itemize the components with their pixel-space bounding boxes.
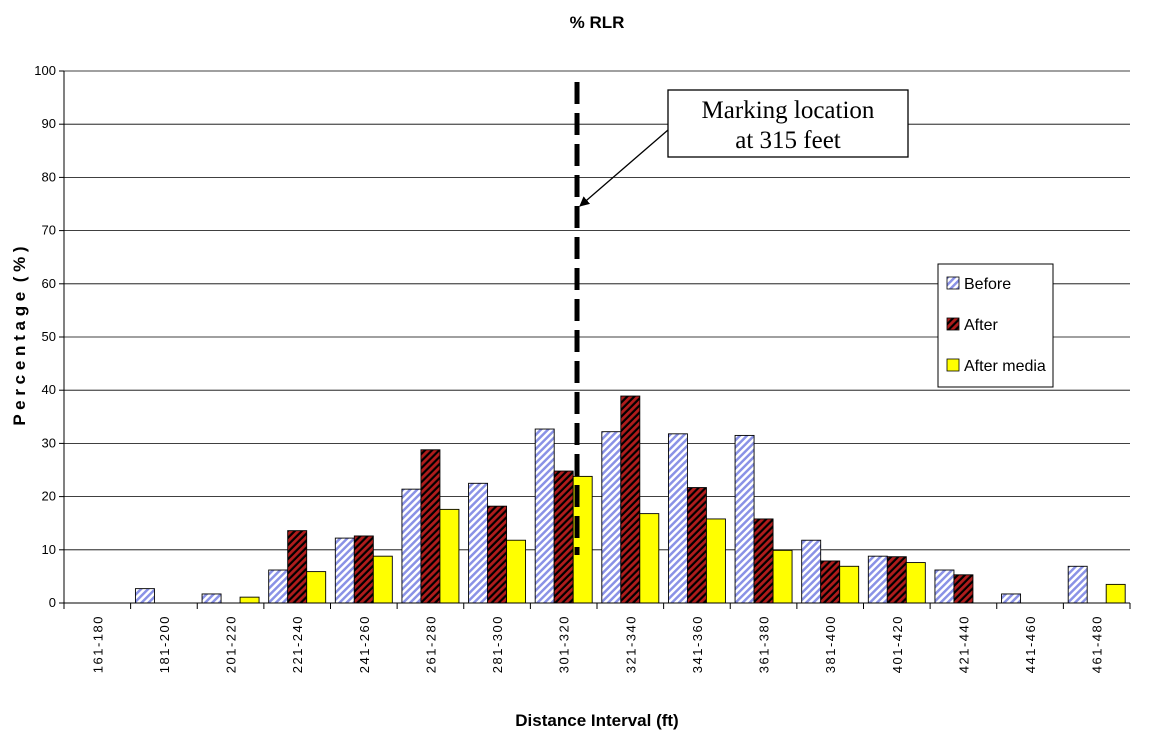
- bar-after-media: [239, 596, 260, 604]
- legend-label: After: [964, 317, 998, 334]
- bar-after-media: [772, 549, 793, 604]
- gridlines: [64, 70, 1130, 604]
- x-tick-label: 281-300: [490, 615, 505, 673]
- x-tick-label: 341-360: [690, 615, 705, 673]
- bar-after-media: [905, 562, 926, 604]
- y-tick-label: 80: [42, 169, 56, 184]
- annotation-arrow: [579, 129, 669, 207]
- y-tick-labels: 0 10 20 30 40 50 60 70 80 90 100: [34, 63, 56, 610]
- annotation-line-2: at 315 feet: [735, 127, 841, 154]
- bar-after: [820, 560, 841, 604]
- legend: Before After After media: [937, 263, 1054, 388]
- bar-after: [487, 505, 508, 604]
- bar-after: [886, 556, 907, 604]
- marking-annotation: Marking location at 315 feet: [574, 82, 909, 555]
- x-tick-label: 461-480: [1090, 615, 1105, 673]
- bar-before: [201, 593, 222, 604]
- x-tick-label: 221-240: [290, 615, 305, 673]
- bar-before: [1001, 593, 1022, 604]
- bar-after: [420, 449, 441, 604]
- x-tick-label: 201-220: [224, 615, 239, 673]
- y-tick-label: 100: [34, 63, 56, 78]
- legend-swatch-after-media: [946, 358, 960, 372]
- bar-after-media: [639, 513, 660, 604]
- bar-before: [734, 434, 755, 604]
- x-tick-label: 421-440: [956, 615, 971, 673]
- x-tick-label: 441-460: [1023, 615, 1038, 673]
- y-tick-label: 50: [42, 329, 56, 344]
- bar-before: [601, 431, 622, 604]
- bar-before: [934, 569, 955, 604]
- x-axis-title: Distance Interval (ft): [515, 711, 678, 730]
- x-tick-label: 181-200: [157, 615, 172, 673]
- chart-title: % RLR: [570, 13, 625, 32]
- bar-after: [620, 395, 641, 604]
- y-tick-label: 70: [42, 223, 56, 238]
- x-tick-label: 301-320: [557, 615, 572, 673]
- x-tick-labels: 161-180 181-200 201-220 221-240 241-260 261-2…: [90, 615, 1104, 673]
- legend-swatch-after: [946, 317, 960, 331]
- x-tick-label: 381-400: [823, 615, 838, 673]
- bar-after-media: [439, 508, 460, 604]
- y-tick-label: 90: [42, 116, 56, 131]
- bar-after-media: [839, 565, 860, 604]
- bar-after: [353, 535, 374, 604]
- bar-after: [686, 487, 707, 604]
- x-tick-label: 321-340: [623, 615, 638, 673]
- x-tick-label: 161-180: [90, 615, 105, 673]
- bar-after-media: [306, 571, 327, 604]
- bar-before: [867, 555, 888, 604]
- x-tick-label: 261-280: [423, 615, 438, 673]
- y-tick-label: 60: [42, 276, 56, 291]
- bar-after-media: [705, 518, 726, 604]
- legend-swatch-before: [946, 276, 960, 290]
- bar-before: [268, 569, 289, 604]
- y-tick-label: 30: [42, 435, 56, 450]
- bar-after: [553, 470, 574, 604]
- bar-before: [1067, 565, 1088, 604]
- y-tick-label: 0: [49, 595, 56, 610]
- bar-after: [753, 518, 774, 604]
- y-tick-label: 10: [42, 542, 56, 557]
- annotation-box: [667, 89, 909, 158]
- bar-before: [534, 428, 555, 604]
- legend-label: Before: [964, 276, 1011, 293]
- y-axis-title: P e r c e n t a g e ( % ): [10, 246, 29, 425]
- bar-after: [953, 574, 974, 604]
- bar-before: [667, 433, 688, 604]
- legend-label: After media: [964, 358, 1046, 375]
- bar-after-media: [1105, 583, 1126, 604]
- bar-before: [401, 488, 422, 604]
- annotation-line-1: Marking location: [702, 97, 875, 124]
- x-tick-label: 401-420: [890, 615, 905, 673]
- axes: [59, 70, 1131, 609]
- bar-after-media: [372, 555, 393, 604]
- x-tick-label: 241-260: [357, 615, 372, 673]
- y-tick-label: 20: [42, 489, 56, 504]
- bars: [134, 395, 1126, 604]
- bar-before: [334, 537, 355, 604]
- bar-before: [468, 482, 489, 604]
- bar-before: [801, 539, 822, 604]
- bar-before: [134, 588, 155, 604]
- y-tick-label: 40: [42, 382, 56, 397]
- x-tick-label: 361-380: [757, 615, 772, 673]
- bar-after: [287, 530, 308, 604]
- bar-after-media: [506, 539, 527, 604]
